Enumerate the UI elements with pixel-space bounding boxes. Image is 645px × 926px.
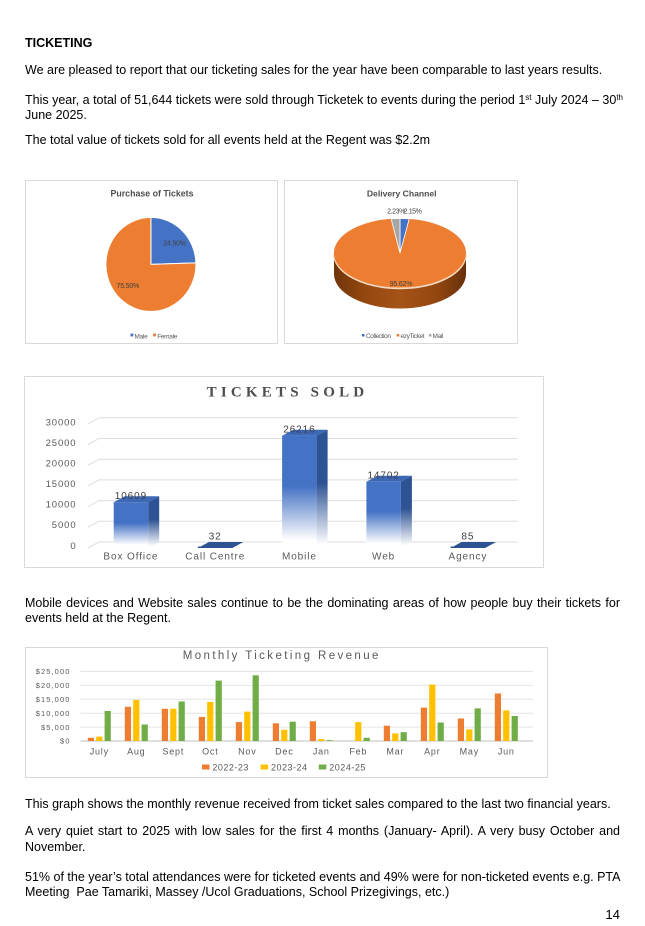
svg-text:Purchase of Tickets: Purchase of Tickets — [110, 189, 193, 199]
svg-text:$10,000: $10,000 — [36, 709, 71, 718]
svg-text:Box Office: Box Office — [103, 552, 158, 563]
svg-text:TICKETS SOLD: TICKETS SOLD — [207, 385, 369, 401]
svg-text:ezyTicket: ezyTicket — [401, 333, 425, 340]
svg-text:Female: Female — [157, 333, 178, 340]
svg-text:5000: 5000 — [52, 520, 77, 531]
svg-text:$20,000: $20,000 — [36, 681, 71, 690]
svg-text:Delivery Channel: Delivery Channel — [367, 189, 437, 199]
svg-text:$15,000: $15,000 — [36, 695, 71, 704]
svg-text:30000: 30000 — [46, 417, 77, 428]
svg-text:Web: Web — [372, 552, 395, 563]
svg-text:24.50%: 24.50% — [163, 241, 186, 248]
svg-text:2023-24: 2023-24 — [271, 763, 308, 773]
svg-text:10000: 10000 — [46, 500, 77, 511]
svg-text:2024-25: 2024-25 — [329, 763, 366, 773]
svg-text:Mobile: Mobile — [282, 552, 317, 563]
svg-text:95.62%: 95.62% — [390, 281, 413, 288]
svg-text:Call Centre: Call Centre — [185, 552, 245, 563]
svg-text:Sept: Sept — [162, 747, 184, 757]
svg-text:May: May — [460, 747, 479, 757]
svg-text:Male: Male — [134, 333, 148, 340]
svg-text:$5,000: $5,000 — [41, 723, 71, 732]
svg-text:Oct: Oct — [202, 747, 218, 757]
svg-text:$25,000: $25,000 — [36, 667, 71, 676]
svg-text:14702: 14702 — [367, 470, 399, 481]
svg-text:Collection: Collection — [366, 333, 391, 340]
svg-text:25000: 25000 — [46, 438, 77, 449]
svg-text:0: 0 — [70, 541, 76, 552]
svg-text:10609: 10609 — [115, 491, 147, 502]
svg-text:Monthly Ticketing Revenue: Monthly Ticketing Revenue — [183, 650, 381, 662]
svg-text:Dec: Dec — [275, 747, 293, 757]
svg-text:Jan: Jan — [313, 747, 330, 757]
svg-text:Mar: Mar — [386, 747, 404, 757]
svg-text:Aug: Aug — [127, 747, 145, 757]
svg-text:32: 32 — [209, 532, 222, 543]
svg-text:Nov: Nov — [238, 747, 256, 757]
svg-text:26216: 26216 — [283, 424, 315, 435]
svg-text:Mail: Mail — [433, 333, 444, 340]
svg-text:2.23%: 2.23% — [387, 209, 405, 216]
svg-text:15000: 15000 — [46, 479, 77, 490]
svg-text:July: July — [90, 747, 109, 757]
svg-text:20000: 20000 — [46, 459, 77, 470]
svg-text:Feb: Feb — [349, 747, 367, 757]
svg-text:Agency: Agency — [449, 552, 488, 563]
svg-text:75.50%: 75.50% — [116, 283, 139, 290]
svg-text:$0: $0 — [60, 737, 71, 746]
svg-text:2.15%: 2.15% — [404, 209, 422, 216]
svg-text:Jun: Jun — [498, 747, 515, 757]
svg-text:2022-23: 2022-23 — [212, 763, 249, 773]
svg-text:Apr: Apr — [424, 747, 440, 757]
svg-text:85: 85 — [461, 532, 474, 543]
